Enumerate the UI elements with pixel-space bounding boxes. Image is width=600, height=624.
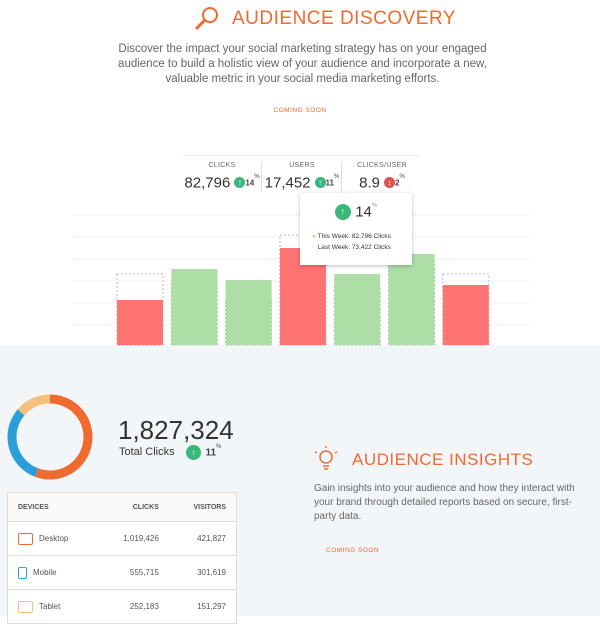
stat-value: 8.9	[359, 174, 381, 192]
stat: CLICKS/USER 8.9 ↓ 2%	[343, 162, 421, 192]
this-week-bar	[442, 285, 489, 345]
device-name: Desktop	[39, 533, 69, 543]
stat-label: CLICKS/USER	[357, 162, 407, 169]
insights-description: Gain insights into your audience and how…	[314, 483, 575, 522]
device-name: Tablet	[39, 601, 61, 611]
stat-row: 8.9 ↓ 2%	[343, 174, 421, 192]
total-change-value: 11	[205, 447, 217, 459]
unit: %	[399, 174, 405, 180]
this-week-bar	[334, 274, 381, 345]
stat-row: 17,452 ↑ 11%	[263, 174, 341, 192]
clicks-cell: 1,019,426	[97, 521, 169, 556]
donut-segment	[7, 409, 39, 477]
table-row: Tablet 252,183 151,297	[7, 589, 237, 624]
table-row: Desktop 1,019,426 421,827	[7, 521, 237, 556]
this-week-bar	[388, 254, 435, 345]
stat-change: 11	[325, 178, 334, 188]
insights-title: AUDIENCE INSIGHTS	[352, 450, 534, 469]
clicks-cell: 555,715	[97, 555, 169, 590]
search-icon	[194, 18, 207, 31]
last-week-text: Last Week: 73,422 Clicks	[317, 244, 391, 251]
title: AUDIENCE DISCOVERY	[232, 8, 457, 29]
tooltip-change: 14	[355, 203, 372, 221]
table-header: VISITORS	[193, 503, 226, 511]
stat-value: 82,796	[184, 174, 231, 192]
search-icon	[202, 7, 218, 23]
visitors-cell: 301,619	[168, 555, 237, 590]
stat-change: 2	[395, 178, 400, 188]
change-icon: ↑	[234, 177, 246, 189]
description: Discover the impact your social marketin…	[118, 43, 487, 85]
change-icon: ↑	[314, 177, 326, 189]
visitors-cell: 151,297	[168, 589, 237, 624]
this-week-bar	[171, 269, 218, 345]
stat-row: 82,796 ↑ 14%	[183, 174, 261, 192]
device-cell: Desktop	[7, 521, 98, 556]
this-week-bar	[225, 280, 272, 345]
device-icon	[18, 532, 33, 545]
unit: %	[254, 174, 260, 180]
stat-change: 14	[245, 178, 255, 188]
stats-panel: CLICKS 82,796 ↑ 14% USERS 17,452 ↑ 11% CLICKS/US…	[183, 155, 421, 196]
table-header: DEVICES	[18, 503, 49, 511]
change-icon: ↓	[384, 177, 396, 189]
tooltip: ↑ 14% ● This Week: 82,796 Clicks ◌ Last W…	[300, 193, 412, 265]
donut-segment	[17, 394, 51, 416]
coming-soon[interactable]: COMING SOON	[273, 107, 327, 114]
total-value: 1,827,324	[118, 415, 234, 445]
stat-value: 17,452	[264, 174, 311, 192]
stat: USERS 17,452 ↑ 11%	[263, 162, 342, 192]
clicks-cell: 252,183	[97, 589, 169, 624]
device-cell: Mobile	[7, 555, 98, 590]
stat-label: CLICKS	[208, 162, 236, 169]
this-week-bar	[117, 300, 163, 345]
device-cell: Tablet	[7, 589, 98, 624]
device-icon	[18, 566, 27, 579]
bulb-icon	[314, 446, 338, 470]
insights-coming-soon[interactable]: COMING SOON	[326, 547, 380, 554]
device-icon	[18, 600, 33, 613]
table-header: CLICKS	[132, 503, 159, 511]
this-week: ● This Week: 82,796 Clicks	[312, 233, 391, 240]
unit: %	[216, 444, 222, 450]
up-icon: ↑	[334, 203, 351, 220]
stat-label: USERS	[289, 162, 315, 169]
unit: %	[371, 203, 378, 209]
this-week-text: This Week: 82,796 Clicks	[317, 233, 391, 240]
total-label: Total Clicks	[119, 446, 175, 458]
total-change: ↑ 11%	[186, 444, 221, 462]
stat: CLICKS 82,796 ↑ 14%	[183, 162, 262, 192]
unit: %	[334, 174, 340, 180]
table-row: Mobile 555,715 301,619	[7, 555, 237, 590]
devices-table: DEVICES CLICKS VISITORS Desktop 1,019,426 421…	[7, 492, 237, 624]
donut-segment	[34, 394, 93, 480]
device-name: Mobile	[33, 567, 57, 577]
visitors-cell: 421,827	[168, 521, 237, 556]
